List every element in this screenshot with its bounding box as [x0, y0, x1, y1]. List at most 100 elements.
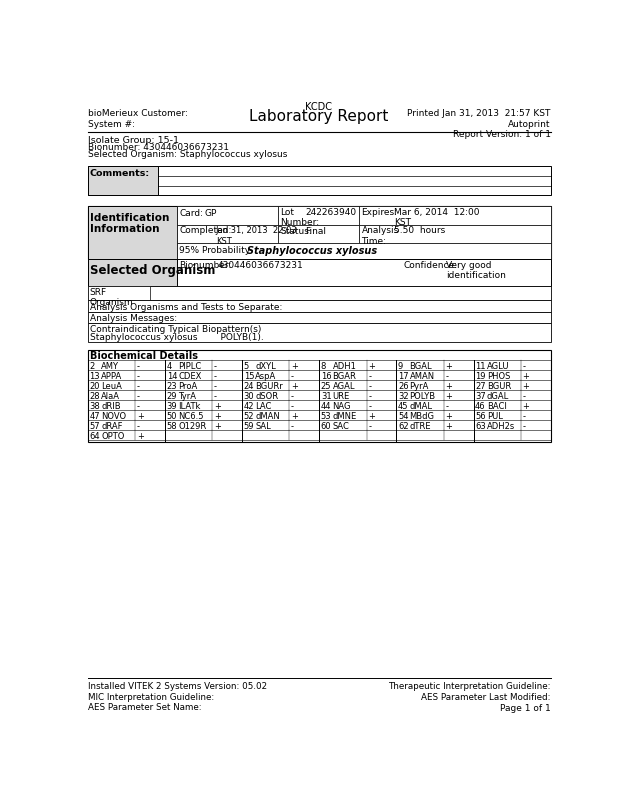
Text: +: + — [214, 402, 221, 411]
Text: 42: 42 — [244, 402, 254, 411]
Text: +: + — [445, 392, 452, 401]
Bar — [88, 323, 551, 342]
Bar — [359, 206, 551, 225]
Text: +: + — [214, 412, 221, 421]
Text: Contraindicating Typical Biopattern(s): Contraindicating Typical Biopattern(s) — [90, 325, 261, 334]
Text: 44: 44 — [321, 402, 331, 411]
Text: -: - — [368, 402, 371, 411]
Text: 30: 30 — [244, 392, 254, 401]
Text: +: + — [522, 382, 529, 391]
Text: 45: 45 — [398, 402, 409, 411]
Text: Printed Jan 31, 2013  21:57 KST
Autoprint
Report Version: 1 of 1: Printed Jan 31, 2013 21:57 KST Autoprint… — [407, 109, 551, 139]
Bar — [177, 206, 278, 225]
Text: +: + — [291, 382, 298, 391]
Text: 9: 9 — [398, 362, 403, 371]
Text: +: + — [445, 412, 452, 421]
Text: +: + — [137, 412, 144, 421]
Text: 4: 4 — [166, 362, 172, 371]
Text: 2: 2 — [90, 362, 95, 371]
Text: Status:: Status: — [280, 227, 312, 236]
Text: +: + — [445, 382, 452, 391]
Bar — [177, 225, 278, 243]
Text: PHOS: PHOS — [487, 372, 510, 381]
Text: 5: 5 — [244, 362, 249, 371]
Text: 8: 8 — [321, 362, 326, 371]
Bar — [278, 225, 359, 243]
Text: Isolate Group: 15-1: Isolate Group: 15-1 — [88, 136, 179, 144]
Text: -: - — [445, 372, 448, 381]
Bar — [88, 165, 158, 195]
Text: Final: Final — [305, 227, 326, 236]
Text: ILATk: ILATk — [178, 402, 201, 411]
Text: BGURr: BGURr — [255, 382, 283, 391]
Text: Analysis Organisms and Tests to Separate:: Analysis Organisms and Tests to Separate… — [90, 302, 282, 312]
Text: Page 1 of 1: Page 1 of 1 — [500, 704, 551, 713]
Text: 29: 29 — [166, 392, 177, 401]
Text: +: + — [368, 362, 375, 371]
Text: 27: 27 — [475, 382, 486, 391]
Text: ProA: ProA — [178, 382, 197, 391]
Text: BGUR: BGUR — [487, 382, 511, 391]
Text: AGAL: AGAL — [333, 382, 355, 391]
Text: -: - — [137, 392, 140, 401]
Text: -: - — [368, 372, 371, 381]
Text: 28: 28 — [90, 392, 100, 401]
Text: Confidence:: Confidence: — [403, 261, 457, 270]
Text: -: - — [214, 372, 217, 381]
Text: LAC: LAC — [255, 402, 272, 411]
Text: dXYL: dXYL — [255, 362, 276, 371]
Text: 26: 26 — [398, 382, 409, 391]
Bar — [177, 243, 551, 259]
Text: Therapeutic Interpretation Guideline:
AES Parameter Last Modified:: Therapeutic Interpretation Guideline: AE… — [388, 683, 551, 702]
Text: Bionumber:: Bionumber: — [179, 261, 232, 270]
Text: dMAL: dMAL — [409, 402, 432, 411]
Text: -: - — [214, 362, 217, 371]
Text: AMAN: AMAN — [409, 372, 435, 381]
Text: 16: 16 — [321, 372, 331, 381]
Text: POLYB: POLYB — [409, 392, 435, 401]
Text: 47: 47 — [90, 412, 100, 421]
Text: NAG: NAG — [333, 402, 351, 411]
Text: bioMerieux Customer:
System #:: bioMerieux Customer: System #: — [88, 109, 188, 129]
Text: -: - — [522, 392, 525, 401]
Text: +: + — [522, 372, 529, 381]
Text: -: - — [522, 362, 525, 371]
Bar — [88, 259, 551, 286]
Text: -: - — [368, 392, 371, 401]
Text: 95% Probability: 95% Probability — [179, 245, 250, 254]
Text: GP: GP — [204, 209, 217, 217]
Text: 17: 17 — [398, 372, 409, 381]
Text: 59: 59 — [244, 422, 254, 431]
Text: -: - — [445, 402, 448, 411]
Text: +: + — [522, 402, 529, 411]
Text: 15: 15 — [244, 372, 254, 381]
Text: NOVO: NOVO — [101, 412, 126, 421]
Text: Comments:: Comments: — [90, 168, 150, 177]
Text: 32: 32 — [398, 392, 409, 401]
Text: 56: 56 — [475, 412, 486, 421]
Text: Selected Organism: Selected Organism — [90, 264, 216, 277]
Text: 46: 46 — [475, 402, 486, 411]
Text: BGAR: BGAR — [333, 372, 356, 381]
Text: Expires:: Expires: — [361, 208, 397, 217]
Text: PUL: PUL — [487, 412, 503, 421]
Text: +: + — [291, 412, 298, 421]
Text: +: + — [368, 412, 375, 421]
Text: Staphylococcus xylosus: Staphylococcus xylosus — [247, 245, 377, 256]
Text: 53: 53 — [321, 412, 331, 421]
Text: +: + — [214, 422, 221, 431]
Text: APPA: APPA — [101, 372, 122, 381]
Bar — [88, 350, 551, 442]
Text: 19: 19 — [475, 372, 485, 381]
Text: dSOR: dSOR — [255, 392, 278, 401]
Text: AMY: AMY — [101, 362, 119, 371]
Text: dRAF: dRAF — [101, 422, 123, 431]
Text: TyrA: TyrA — [178, 392, 196, 401]
Text: Installed VITEK 2 Systems Version: 05.02
MIC Interpretation Guideline:
AES Param: Installed VITEK 2 Systems Version: 05.02… — [88, 683, 267, 712]
Text: 54: 54 — [398, 412, 409, 421]
Bar — [278, 206, 359, 225]
Text: 24: 24 — [244, 382, 254, 391]
Text: SAC: SAC — [333, 422, 350, 431]
Bar — [88, 259, 177, 286]
Text: 242263940: 242263940 — [305, 208, 356, 217]
